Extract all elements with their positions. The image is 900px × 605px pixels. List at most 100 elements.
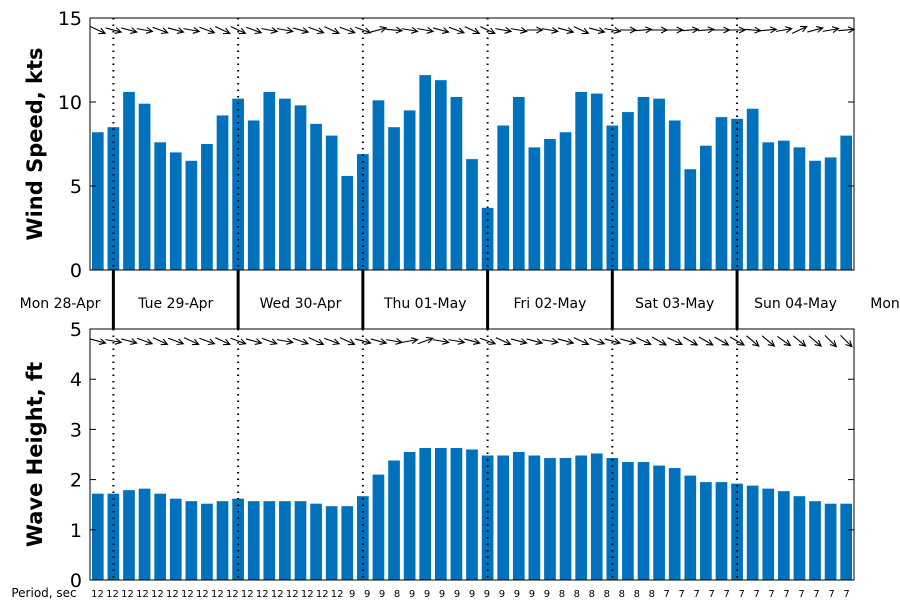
period-value: 8	[619, 589, 625, 600]
plot-frame	[89, 328, 855, 581]
direction-arrow	[667, 337, 684, 346]
direction-arrow	[432, 337, 450, 345]
bar-wave	[434, 447, 447, 580]
direction-arrow	[464, 338, 481, 345]
direction-arrow	[761, 335, 776, 347]
direction-arrow	[808, 335, 823, 347]
bar-wave	[263, 501, 276, 580]
bar-wave	[824, 503, 837, 580]
bar-wave	[450, 447, 463, 580]
direction-arrow	[822, 26, 840, 34]
day-label: Mon	[870, 296, 900, 312]
bar-wave	[668, 468, 681, 580]
bar-wind	[840, 135, 853, 270]
bar-wave	[793, 496, 806, 580]
bar-wind	[684, 169, 697, 270]
bar-wave	[247, 501, 260, 580]
direction-arrow	[308, 26, 325, 35]
direction-arrow	[324, 26, 341, 35]
bar-wind	[357, 154, 369, 270]
period-value: 9	[364, 589, 370, 600]
period-value: 7	[664, 589, 670, 600]
bar-wave	[107, 493, 120, 580]
bar-wind	[793, 147, 806, 270]
direction-arrow	[636, 337, 652, 346]
bar-wind	[123, 91, 135, 270]
direction-arrow	[355, 26, 372, 35]
direction-arrow	[698, 336, 714, 346]
period-value: 12	[166, 589, 179, 600]
bar-wave	[294, 501, 307, 580]
direction-arrow	[215, 337, 231, 346]
direction-arrow	[354, 338, 372, 345]
period-value: 12	[151, 589, 164, 600]
direction-arrow	[121, 27, 138, 34]
y-axis-label: Wind Speed, kts	[23, 47, 47, 240]
bar-wind	[185, 160, 198, 270]
period-value: 12	[226, 589, 239, 600]
direction-arrow	[604, 338, 622, 345]
direction-arrow	[417, 336, 434, 345]
period-value: 12	[106, 589, 119, 600]
bar-wave	[310, 503, 322, 580]
bar-wind	[622, 112, 634, 270]
direction-arrow	[448, 26, 466, 35]
y-tick-label: 0	[70, 260, 82, 282]
bar-wave	[777, 491, 790, 580]
bar-wind	[466, 159, 478, 270]
y-tick-label: 10	[58, 92, 82, 114]
y-tick-label: 0	[70, 570, 82, 592]
period-value: 9	[484, 589, 490, 600]
bar-wind	[232, 98, 244, 270]
bar-wind	[544, 138, 556, 270]
direction-arrow	[683, 336, 699, 346]
period-value: 9	[499, 589, 505, 600]
direction-arrow	[183, 26, 201, 34]
bar-wave	[746, 485, 759, 580]
bar-wind	[528, 147, 541, 270]
bar-wave	[559, 458, 572, 580]
direction-arrow	[840, 334, 853, 348]
direction-arrow	[791, 25, 808, 34]
direction-arrow	[308, 337, 325, 346]
period-value: 7	[694, 589, 700, 600]
direction-arrow	[541, 26, 560, 34]
period-value: 8	[589, 589, 595, 600]
period-value: 8	[394, 589, 400, 600]
direction-arrow	[386, 337, 404, 345]
direction-arrow	[792, 335, 807, 347]
direction-arrow	[246, 26, 263, 35]
bar-wind	[247, 120, 260, 270]
y-tick-label: 5	[70, 176, 82, 198]
direction-arrow	[620, 338, 637, 345]
bar-wind	[434, 80, 447, 270]
bar-wind	[746, 108, 759, 270]
direction-arrow	[729, 26, 747, 34]
bar-wind	[169, 152, 182, 270]
day-label: Mon 28-Apr	[20, 296, 101, 312]
direction-arrow	[89, 338, 107, 345]
direction-arrow	[573, 337, 590, 346]
period-value: 8	[604, 589, 610, 600]
bar-wind	[325, 135, 338, 270]
direction-arrow	[588, 27, 606, 34]
bar-wave	[544, 458, 556, 580]
direction-arrow	[105, 27, 123, 34]
direction-arrow	[199, 26, 216, 35]
direction-arrow	[838, 26, 856, 34]
bar-wave	[388, 460, 400, 580]
bar-wind	[450, 96, 463, 271]
direction-arrow	[417, 26, 435, 34]
direction-arrow	[261, 26, 279, 34]
bar-wind	[824, 157, 837, 270]
bar-wind	[201, 144, 213, 270]
bar-wind	[341, 175, 354, 270]
direction-arrow	[526, 338, 544, 345]
bar-wave	[341, 506, 354, 580]
period-value: 9	[529, 589, 535, 600]
bar-wave	[279, 501, 291, 580]
direction-arrow	[824, 334, 838, 348]
period-label: Period, sec	[11, 586, 76, 600]
period-value: 12	[286, 589, 299, 600]
direction-arrow	[744, 26, 762, 34]
